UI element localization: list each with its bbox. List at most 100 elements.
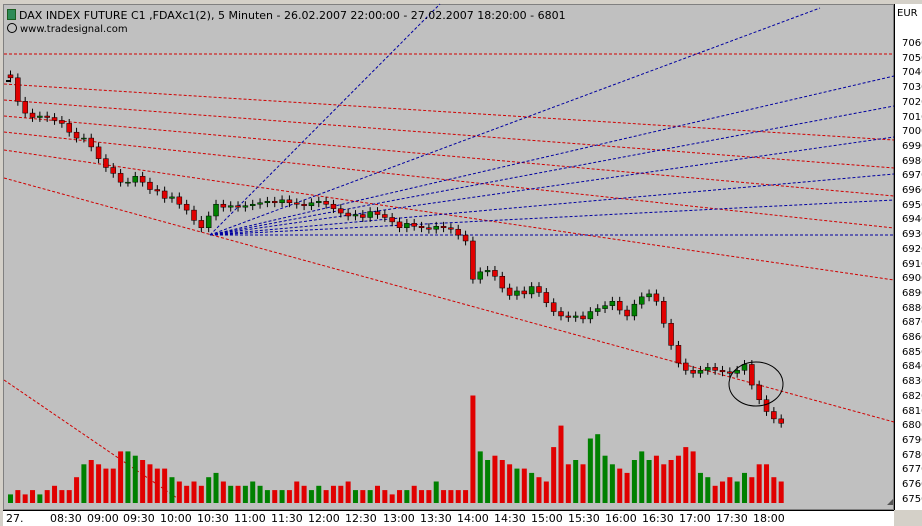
- volume-bar: [330, 485, 336, 503]
- price-tick-label: 7000: [902, 126, 922, 138]
- fan-line: [209, 75, 895, 236]
- volume-bar: [653, 455, 659, 503]
- time-tick-label: 09:30: [123, 512, 155, 525]
- candle-body: [103, 158, 109, 168]
- price-tick-label: 7050: [902, 52, 922, 64]
- candle-body: [550, 302, 557, 312]
- candle-body: [646, 293, 652, 298]
- candle-body: [470, 240, 476, 280]
- candle-body: [499, 276, 506, 289]
- candle-body: [462, 234, 469, 242]
- candle-body: [213, 203, 219, 217]
- volume-bar: [727, 477, 733, 503]
- price-tick-label: 6770: [902, 464, 922, 476]
- currency-unit: EUR: [897, 8, 918, 19]
- volume-bar: [690, 451, 696, 503]
- time-tick-label: 15:00: [531, 512, 563, 525]
- channel-line: [3, 115, 895, 197]
- volume-bar: [250, 481, 256, 503]
- time-tick-label: 12:00: [308, 512, 340, 525]
- volume-bar: [624, 472, 630, 503]
- candle-body: [440, 226, 447, 228]
- volume-bar: [59, 490, 65, 503]
- price-tick-label: 6780: [902, 449, 922, 461]
- time-tick-label: 15:30: [568, 512, 600, 525]
- volume-bar: [191, 481, 197, 503]
- channel-line: [3, 99, 895, 169]
- price-tick-label: 6830: [902, 376, 922, 388]
- volume-bar: [448, 490, 454, 503]
- candle-body: [668, 323, 674, 346]
- volume-bar: [242, 485, 248, 503]
- time-tick-label: 09:00: [87, 512, 119, 525]
- candle-body: [264, 201, 271, 204]
- candle-body: [301, 203, 307, 206]
- volume-bar: [771, 477, 777, 503]
- channel-line: [3, 149, 895, 281]
- volume-bar: [15, 490, 21, 503]
- candle-body: [125, 181, 131, 184]
- volume-bar: [675, 455, 681, 503]
- volume-bar: [22, 494, 28, 503]
- volume-bar: [668, 460, 674, 503]
- volume-bar: [419, 490, 425, 503]
- candle-body: [411, 223, 417, 227]
- volume-bar: [595, 434, 601, 503]
- time-tick-label: 16:00: [605, 512, 637, 525]
- candle-body: [763, 399, 770, 412]
- volume-bar: [433, 481, 439, 503]
- candle-body: [521, 290, 528, 295]
- candle-body: [220, 203, 227, 208]
- candle-body: [338, 208, 344, 214]
- price-tick-label: 6790: [902, 434, 922, 446]
- volume-bar: [375, 485, 380, 503]
- candle-body: [404, 223, 410, 228]
- resize-grip-icon[interactable]: ◢: [887, 497, 894, 506]
- volume-bar: [397, 490, 403, 503]
- volume-bar: [316, 485, 322, 503]
- volume-bar: [565, 464, 571, 503]
- volume-bar: [587, 438, 593, 503]
- candle-body: [624, 309, 630, 317]
- price-axis[interactable]: [894, 4, 922, 510]
- price-tick-label: 6860: [902, 332, 922, 343]
- time-axis[interactable]: [3, 510, 894, 526]
- candle-body: [81, 137, 87, 140]
- volume-bar: [301, 485, 307, 503]
- volume-bar: [198, 485, 204, 503]
- candle-body: [147, 181, 153, 190]
- candle-body: [183, 203, 190, 211]
- time-tick-label: 12:30: [345, 512, 377, 525]
- candle-body: [396, 221, 403, 228]
- candle-body: [727, 371, 733, 374]
- candle-body: [286, 199, 293, 204]
- volume-bar: [764, 464, 770, 503]
- volume-bar: [463, 490, 469, 503]
- volume-bar: [514, 468, 520, 503]
- candle-body: [132, 176, 139, 183]
- price-tick-label: 6750: [902, 493, 922, 505]
- time-tick-label: 13:30: [420, 512, 452, 525]
- plot-area[interactable]: [3, 4, 894, 510]
- candle-body: [705, 367, 711, 371]
- candle-body: [734, 370, 740, 374]
- price-tick-label: 6810: [902, 405, 922, 417]
- volume-bar: [81, 464, 87, 503]
- copyright-icon: [7, 23, 17, 33]
- volume-bar: [74, 477, 80, 503]
- candle-body: [22, 101, 28, 114]
- candle-body: [683, 362, 689, 371]
- volume-bar: [631, 460, 637, 503]
- volume-bar: [573, 460, 579, 503]
- candle-body: [638, 296, 645, 305]
- candle-body: [756, 384, 762, 400]
- brand-link[interactable]: www.tradesignal.com: [20, 24, 128, 35]
- candle-body: [117, 173, 124, 183]
- fan-line: [209, 3, 441, 236]
- candlestick-icon: [7, 9, 16, 20]
- volume-bar: [294, 481, 300, 503]
- candle-body: [37, 115, 43, 118]
- fan-line: [209, 105, 895, 236]
